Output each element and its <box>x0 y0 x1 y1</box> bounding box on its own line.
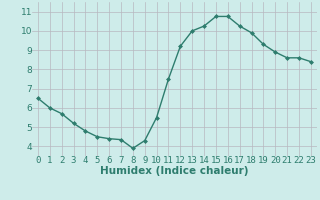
X-axis label: Humidex (Indice chaleur): Humidex (Indice chaleur) <box>100 166 249 176</box>
